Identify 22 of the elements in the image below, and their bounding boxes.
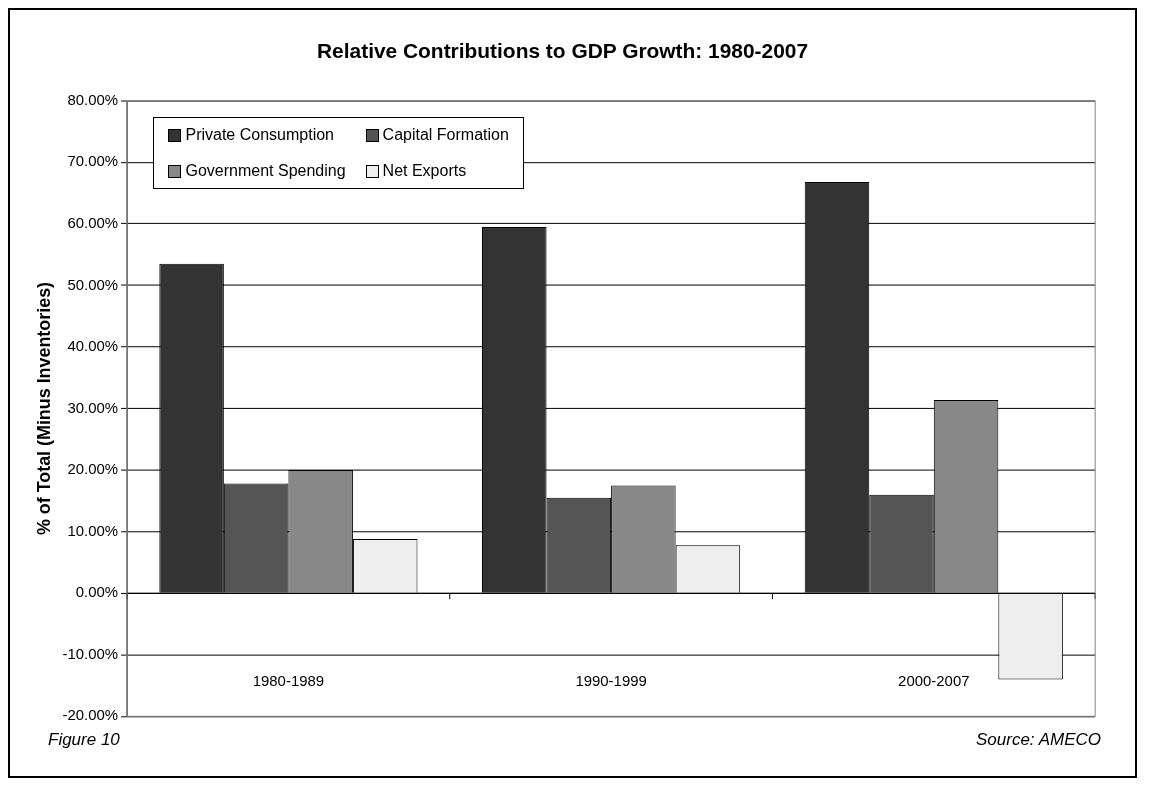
y-tick-label: -10.00% <box>62 644 119 662</box>
x-tick-label: 1990-1999 <box>575 671 647 689</box>
legend-label: Private Consumption <box>185 126 334 145</box>
y-tick-label: 60.00% <box>67 213 119 231</box>
legend-label: Government Spending <box>185 162 346 181</box>
y-tick-label: -20.00% <box>62 706 119 724</box>
y-tick-label: 40.00% <box>67 337 119 355</box>
legend-label: Net Exports <box>382 162 467 181</box>
source-note: Source: AMECO <box>975 730 1101 750</box>
y-tick-label: 80.00% <box>67 90 119 108</box>
y-tick-label: 30.00% <box>67 398 119 416</box>
y-tick-label: 0.00% <box>75 583 119 601</box>
caption: Figure 10 <box>48 730 120 750</box>
y-tick-label: 10.00% <box>67 521 119 539</box>
y-tick-label: 70.00% <box>67 152 119 170</box>
x-tick-label: 2000-2007 <box>898 671 970 689</box>
x-tick-label: 1980-1989 <box>252 671 325 689</box>
y-axis-title: % of Total (Minus Inventories) <box>33 281 54 536</box>
legend-label: Capital Formation <box>382 126 509 145</box>
chart-title: Relative Contributions to GDP Growth: 1980-2007 <box>317 39 809 63</box>
y-tick-label: 20.00% <box>67 460 119 478</box>
y-tick-label: 50.00% <box>67 275 119 293</box>
